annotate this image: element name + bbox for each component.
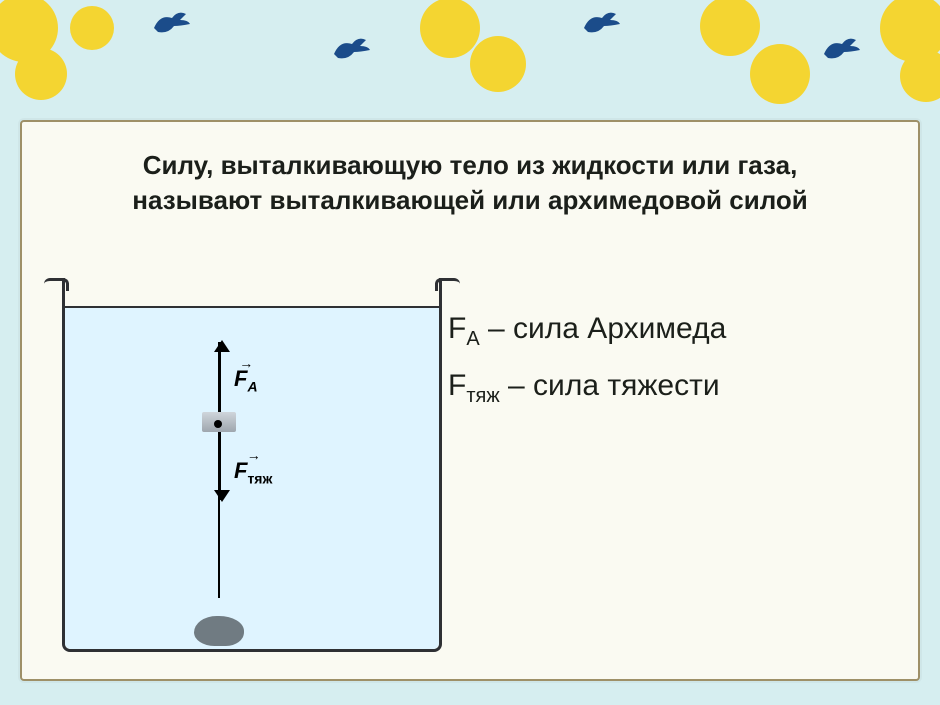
rock-weight	[194, 616, 244, 646]
bird-icon	[580, 8, 622, 43]
vector-ftyazh-label: → Fтяж	[234, 452, 272, 486]
flower-icon	[15, 48, 67, 100]
bird-icon	[820, 34, 862, 69]
heading: Силу, выталкивающую тело из жидкости или…	[62, 148, 878, 218]
string-line	[218, 500, 220, 598]
heading-line1: Силу, выталкивающую тело из жидкости или…	[143, 150, 798, 180]
flower-icon	[750, 44, 810, 104]
bird-icon	[330, 34, 372, 69]
vector-fa-label: → FA	[234, 360, 258, 394]
slide-frame: Силу, выталкивающую тело из жидкости или…	[0, 0, 940, 705]
flower-icon	[420, 0, 480, 58]
legend-fa: FA – сила Архимеда	[448, 312, 868, 351]
beaker: → FA → Fтяж	[62, 272, 442, 652]
flower-icon	[470, 36, 526, 92]
diagram: → FA → Fтяж	[62, 272, 462, 662]
flower-icon	[900, 50, 940, 102]
heading-line2: называют выталкивающей или архимедовой с…	[132, 185, 807, 215]
flower-icon	[700, 0, 760, 56]
water-surface	[65, 306, 439, 308]
flower-icon	[70, 6, 114, 50]
legend: FA – сила Архимеда Fтяж – сила тяжести	[448, 312, 868, 426]
bird-icon	[150, 8, 192, 43]
force-origin-dot	[214, 420, 222, 428]
vector-fa	[218, 342, 221, 412]
content-panel: Силу, выталкивающую тело из жидкости или…	[20, 120, 920, 681]
vector-ftyazh	[218, 430, 221, 500]
legend-ftyazh: Fтяж – сила тяжести	[448, 369, 868, 408]
flower-icon	[0, 0, 58, 62]
flower-icon	[880, 0, 940, 62]
